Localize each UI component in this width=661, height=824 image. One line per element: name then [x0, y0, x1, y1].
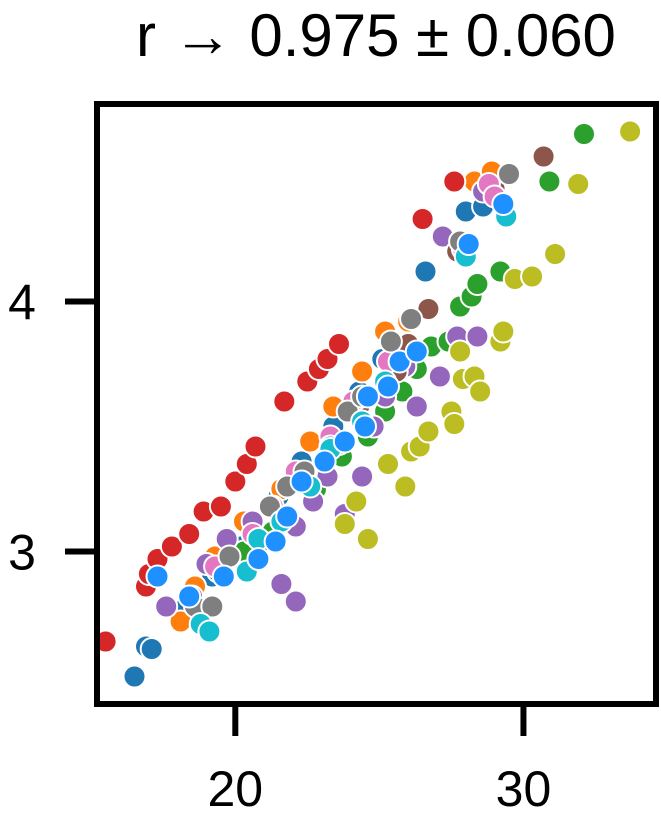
plot-frame: [94, 101, 659, 707]
data-point-s0-11: [413, 259, 438, 284]
data-point-s3-4: [159, 534, 184, 559]
data-point-s3-15: [327, 332, 351, 356]
data-point-s9-1: [197, 619, 222, 644]
data-point-s10-0: [145, 564, 170, 589]
data-point-s4-15: [404, 394, 429, 419]
data-point-s4-5: [269, 572, 294, 596]
data-points: [93, 119, 643, 689]
data-point-s10-9: [353, 414, 377, 439]
data-point-s4-0: [154, 594, 179, 619]
data-point-s10-11: [376, 374, 400, 399]
data-point-s10-13: [404, 339, 429, 364]
data-point-s10-3: [246, 547, 271, 571]
data-point-s8-2: [355, 527, 380, 551]
y-axis: 34: [8, 275, 97, 581]
x-tick-label: 20: [207, 761, 263, 817]
data-point-s8-9: [442, 412, 467, 436]
data-point-s8-19: [566, 172, 591, 196]
data-point-s1-7: [350, 359, 375, 384]
data-point-s3-16: [410, 207, 435, 231]
x-axis: 20 30: [207, 704, 551, 817]
data-point-s8-7: [416, 419, 441, 444]
data-point-s3-17: [442, 169, 467, 194]
data-point-s10-14: [456, 232, 481, 256]
data-point-s8-13: [448, 339, 473, 364]
data-point-s4-16: [427, 364, 452, 389]
data-point-s7-11: [399, 307, 424, 331]
data-point-s10-8: [332, 429, 357, 454]
data-point-s3-5: [177, 522, 202, 546]
data-point-s1-5: [298, 429, 323, 454]
data-point-s2-15: [537, 169, 562, 194]
data-point-s3-11: [272, 389, 297, 414]
data-point-s10-1: [177, 584, 202, 609]
data-point-s3-10: [243, 434, 268, 459]
data-point-s8-18: [543, 242, 568, 266]
data-point-s2-13: [465, 272, 490, 296]
data-point-s10-2: [211, 564, 236, 589]
data-point-s10-10: [355, 384, 380, 409]
y-tick-label: 4: [8, 275, 36, 331]
data-point-s10-5: [275, 504, 300, 529]
y-tick-label: 3: [8, 525, 36, 581]
data-point-s8-20: [618, 119, 643, 144]
data-point-s5-7: [531, 144, 556, 169]
data-point-s4-18: [465, 324, 490, 349]
data-point-s10-4: [263, 529, 288, 554]
data-point-s8-15: [491, 319, 516, 344]
data-point-s8-0: [332, 512, 357, 536]
data-point-s8-1: [344, 489, 369, 514]
data-point-s3-8: [223, 469, 248, 494]
data-point-s8-3: [376, 452, 400, 476]
data-point-s0-0: [122, 664, 147, 689]
data-point-s2-16: [572, 122, 596, 146]
data-point-s0-2: [139, 637, 164, 661]
data-point-s7-13: [497, 162, 521, 186]
data-point-s8-12: [468, 379, 493, 404]
data-point-s10-15: [491, 192, 516, 216]
data-point-s8-17: [520, 264, 545, 289]
data-point-s10-6: [289, 469, 314, 494]
data-point-s4-6: [283, 589, 308, 614]
data-point-s7-1: [200, 594, 225, 619]
data-point-s8-4: [393, 474, 418, 499]
data-point-s7-10: [378, 329, 403, 354]
data-point-s7-2: [217, 544, 242, 569]
data-point-s3-7: [208, 494, 233, 519]
chart-title: r → 0.975 ± 0.060: [136, 2, 616, 69]
x-tick-label: 30: [496, 761, 552, 817]
data-point-s4-11: [350, 464, 375, 489]
data-point-s10-7: [312, 449, 337, 474]
